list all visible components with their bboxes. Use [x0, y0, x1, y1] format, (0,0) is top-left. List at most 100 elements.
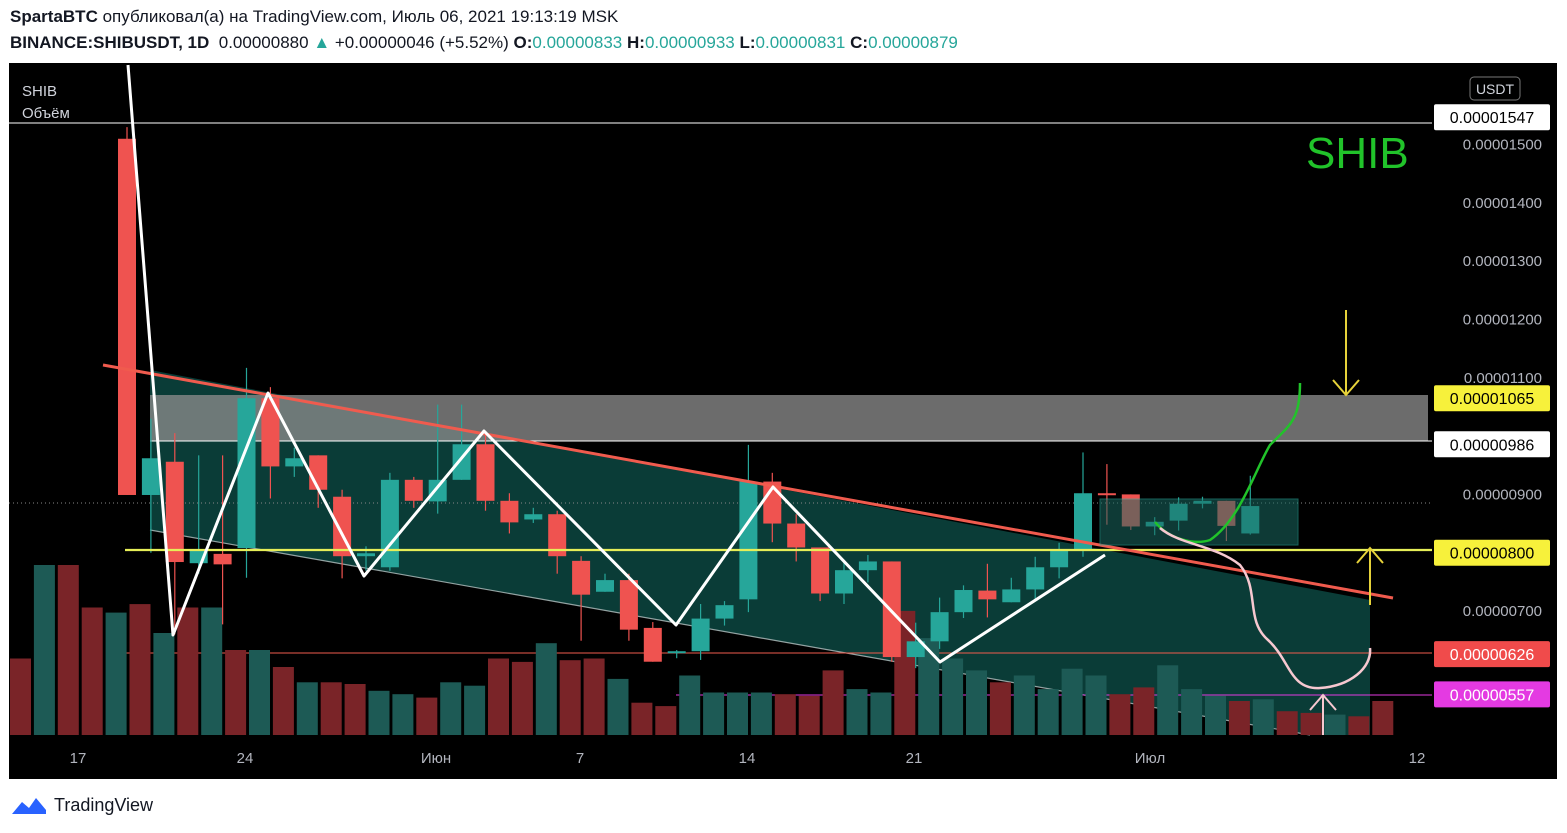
volume-bar — [989, 682, 1011, 735]
footer: TradingView — [10, 794, 153, 816]
candle — [500, 493, 519, 534]
open-value: 0.00000833 — [532, 33, 623, 52]
up-arrow-icon — [1356, 546, 1384, 605]
volume-bar — [105, 612, 127, 735]
price-label-text: 0.00000800 — [1450, 546, 1535, 563]
price-label-text: 0.00000986 — [1450, 437, 1535, 454]
volume-bar — [1372, 701, 1394, 735]
volume-bar — [1133, 687, 1155, 735]
volume-bar — [1228, 701, 1250, 735]
volume-bar — [129, 604, 151, 735]
time-tick-label: 7 — [576, 750, 584, 767]
published-text: опубликовал(а) на TradingView.com, Июль … — [102, 7, 619, 26]
author-name[interactable]: SpartaBTC — [10, 7, 98, 26]
volume-bar — [1348, 716, 1370, 735]
candle — [835, 559, 853, 605]
legend-volume: Объём — [22, 105, 70, 122]
open-label: O: — [513, 33, 533, 52]
footer-brand[interactable]: TradingView — [54, 794, 154, 815]
candle — [619, 573, 638, 641]
price-label-text: 0.00000626 — [1450, 647, 1535, 664]
candle — [906, 622, 925, 669]
close-value: 0.00000879 — [868, 33, 958, 52]
price-label-text: 0.00001065 — [1450, 391, 1535, 408]
price-tick-label: 0.00000900 — [1463, 486, 1542, 503]
volume-bar — [57, 565, 79, 735]
last-price: 0.00000880 — [218, 33, 309, 52]
volume-bar — [798, 695, 820, 735]
volume-bar — [607, 678, 629, 735]
candle — [428, 404, 447, 514]
candle — [118, 127, 136, 495]
candle — [691, 604, 710, 660]
volume-bar — [918, 638, 940, 735]
volume-bar — [81, 607, 103, 735]
volume-bar — [1205, 695, 1226, 735]
price-label-box — [1434, 539, 1550, 566]
price-chart[interactable]: SHIB Объём SHIB 0.000015000.000014000.00… — [0, 0, 1567, 790]
volume-bar — [1061, 668, 1083, 735]
volume-bar — [368, 690, 390, 735]
price-axis[interactable]: 0.00001500 0.00001400 0.00001300 0.00001200… — [1463, 137, 1542, 620]
currency-button[interactable]: USDT — [1469, 76, 1521, 101]
candle — [1002, 577, 1021, 603]
consolidation-box — [1099, 498, 1299, 546]
volume-bar — [559, 660, 581, 735]
candle — [930, 597, 949, 649]
candle — [572, 556, 591, 641]
candle — [667, 650, 686, 659]
volume-bar — [1181, 689, 1203, 735]
candle — [548, 510, 567, 574]
candle — [715, 601, 734, 626]
time-tick-label: 21 — [906, 750, 923, 767]
price-label-box — [1434, 104, 1550, 131]
currency-label: USDT — [1476, 81, 1515, 97]
up-arrow-icon — [1309, 693, 1337, 735]
price-label-text: 0.00001547 — [1450, 110, 1535, 127]
legend-symbol: SHIB — [22, 83, 57, 100]
candle — [739, 444, 758, 613]
candle — [165, 433, 184, 635]
high-label: H: — [626, 33, 645, 52]
volume-bar — [464, 685, 486, 735]
volume-bar — [33, 565, 55, 735]
candle — [524, 507, 543, 523]
volume-bar — [201, 607, 223, 735]
volume-bar — [320, 682, 342, 735]
close-label: C: — [850, 33, 869, 52]
volume-bar — [822, 670, 844, 735]
volume-bar — [583, 658, 605, 735]
volume-bar — [272, 667, 294, 735]
volume-bar — [1109, 694, 1131, 735]
volume-bar — [727, 692, 748, 735]
time-tick-label: Июл — [1135, 750, 1165, 767]
down-arrow-icon — [1332, 310, 1360, 397]
volume-bar — [177, 607, 199, 735]
candle — [237, 367, 256, 578]
volume-bar — [774, 694, 796, 735]
volume-bar — [1252, 699, 1274, 735]
volume-bar — [1037, 689, 1059, 735]
price-label-box — [1434, 431, 1550, 458]
volume-bar — [1013, 675, 1035, 735]
volume-bar — [440, 682, 462, 735]
tradingview-logo-icon[interactable] — [10, 794, 48, 816]
volume-bar — [631, 702, 653, 735]
candle — [261, 387, 280, 499]
candle — [1074, 452, 1092, 557]
candle — [643, 622, 662, 662]
price-change: +0.00000046 (+5.52%) — [334, 33, 509, 52]
volume-bar — [1085, 675, 1107, 735]
volume-bar — [703, 692, 725, 735]
volume-bar — [1324, 714, 1346, 735]
zigzag-pattern — [126, 64, 1106, 664]
candle — [141, 418, 160, 553]
volume-bar — [153, 633, 175, 735]
time-tick-label: 12 — [1409, 750, 1426, 767]
volume-bar — [870, 692, 892, 735]
low-label: L: — [739, 33, 756, 52]
time-axis[interactable]: 17 24 Июн 7 14 21 Июл 12 — [70, 750, 1426, 767]
candle — [596, 573, 614, 592]
volume-bar — [416, 697, 438, 735]
time-tick-label: Июн — [421, 750, 451, 767]
